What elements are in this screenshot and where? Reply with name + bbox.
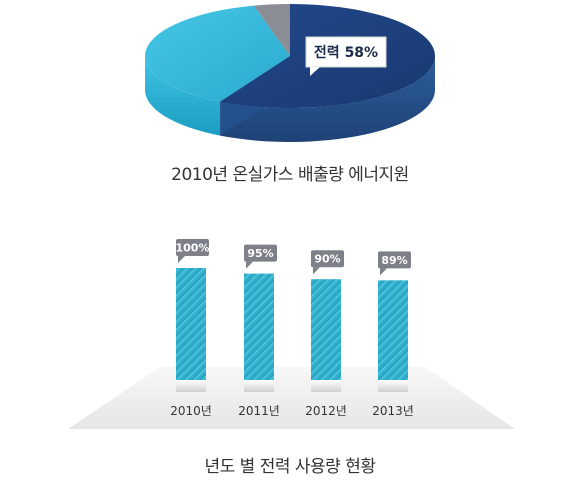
bar-1 xyxy=(244,273,274,380)
bar-value-box-3 xyxy=(378,251,411,269)
pie-chart-title: 2010년 온실가스 배출량 에너지원 xyxy=(171,165,409,185)
bar-value-label-2: 90% xyxy=(314,253,340,266)
pie-slice-2 xyxy=(253,4,290,56)
callout-pointer xyxy=(310,67,320,76)
callout-label: 전력 58% xyxy=(314,44,378,61)
bar-chart: 100% 2010년 95% 2011년 90% 2012년 89% 2013년 xyxy=(68,239,515,429)
pie-top-group xyxy=(145,4,435,108)
callout-box xyxy=(305,36,387,68)
bar-0 xyxy=(176,268,206,380)
bar-base-1 xyxy=(244,380,274,392)
bar-base-0 xyxy=(176,380,206,392)
bar-value-pointer-2 xyxy=(313,267,320,275)
bar-value-box-1 xyxy=(244,244,277,262)
bar-value-pointer-1 xyxy=(246,261,253,269)
pie-slice-side-1 xyxy=(145,56,221,136)
bar-value-label-3: 89% xyxy=(381,254,407,267)
pie-chart: 전력 58% xyxy=(145,4,435,142)
x-tick-label-3: 2013년 xyxy=(372,404,414,418)
x-tick-label-0: 2010년 xyxy=(170,404,212,418)
pie-slice-side-0 xyxy=(220,56,435,142)
x-tick-label-2: 2012년 xyxy=(305,404,347,418)
bar-2 xyxy=(311,279,341,380)
bar-chart-title: 년도 별 전력 사용량 현황 xyxy=(204,457,376,477)
bar-floor xyxy=(68,367,515,429)
bar-value-pointer-0 xyxy=(178,256,185,263)
bar-value-box-0 xyxy=(176,239,209,256)
bar-value-pointer-3 xyxy=(380,268,387,276)
pie-slice-1 xyxy=(145,5,290,102)
x-tick-label-1: 2011년 xyxy=(238,404,280,418)
bar-base-3 xyxy=(378,380,408,392)
bar-value-label-0: 100% xyxy=(176,242,210,255)
bar-base-2 xyxy=(311,380,341,392)
bars-group: 100% 2010년 95% 2011년 90% 2012년 89% 2013년 xyxy=(170,239,414,418)
pie-callout: 전력 58% xyxy=(305,36,387,76)
bar-value-label-1: 95% xyxy=(247,247,273,260)
bar-value-box-2 xyxy=(311,250,344,268)
bar-3 xyxy=(378,280,408,380)
